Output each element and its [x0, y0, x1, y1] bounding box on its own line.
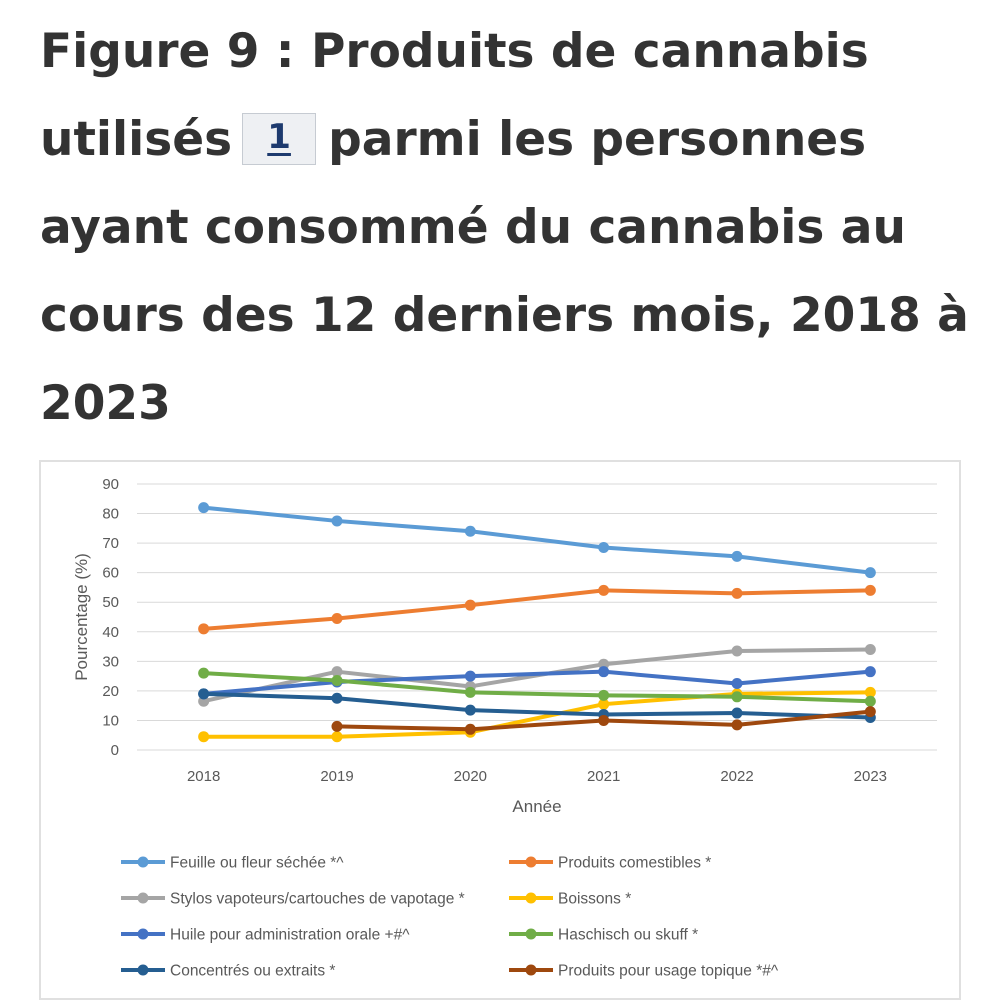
data-point-stylos-vapoteurs-cartouches-de-vapotage — [731, 645, 743, 657]
data-point-huile-pour-administration-orale — [598, 666, 610, 678]
footnote-ref-link[interactable]: 1 — [242, 112, 317, 165]
data-point-produits-comestibles — [331, 612, 343, 624]
legend-label-boissons: Boissons * — [558, 891, 631, 908]
y-tick-label: 40 — [102, 624, 119, 641]
data-point-feuille-ou-fleur-sechee — [331, 515, 343, 527]
data-point-produits-comestibles — [731, 587, 743, 599]
data-point-haschisch-ou-skuff — [864, 695, 876, 707]
x-tick-label: 2020 — [454, 768, 487, 785]
y-tick-label: 50 — [102, 594, 119, 611]
legend-marker-huile-pour-administration-orale — [137, 928, 149, 940]
x-tick-label: 2021 — [587, 768, 620, 785]
figure-title: Figure 9 : Produits de cannabis utilisés… — [40, 8, 970, 448]
data-point-stylos-vapoteurs-cartouches-de-vapotage — [331, 666, 343, 678]
chart-container: 0 10 20 30 40 50 60 70 80 90 2018 2019 2020 2021 2022 2… — [39, 460, 961, 1000]
data-point-produits-comestibles — [598, 584, 610, 596]
legend-label-stylos-vapoteurs-cartouches-de-vapotage: Stylos vapoteurs/cartouches de vapotage … — [170, 891, 465, 908]
title-line-2-end: parmi les personnes — [328, 112, 867, 167]
data-point-concentres-ou-extraits — [198, 688, 210, 700]
data-point-huile-pour-administration-orale — [731, 678, 743, 689]
data-point-produits-pour-usage-topique — [331, 720, 343, 732]
data-point-boissons — [198, 731, 210, 743]
y-tick-label: 70 — [102, 535, 119, 552]
legend-marker-feuille-ou-fleur-sechee — [137, 856, 149, 868]
data-point-stylos-vapoteurs-cartouches-de-vapotage — [864, 644, 876, 656]
data-point-feuille-ou-fleur-sechee — [598, 542, 610, 554]
data-point-produits-comestibles — [464, 599, 476, 611]
title-line-1: Figure 9 : Produits de cannabis — [40, 24, 869, 79]
data-point-haschisch-ou-skuff — [731, 691, 743, 703]
series-line-haschisch-ou-skuff — [201, 671, 873, 704]
data-point-produits-pour-usage-topique — [598, 714, 610, 726]
data-point-feuille-ou-fleur-sechee — [731, 550, 743, 562]
legend-label-concentres-ou-extraits: Concentrés ou extraits * — [170, 963, 335, 980]
series-line-huile-pour-administration-orale — [201, 669, 873, 696]
series-line-produits-comestibles — [201, 588, 873, 631]
x-tick-label: 2018 — [187, 768, 220, 785]
data-point-concentres-ou-extraits — [731, 707, 743, 719]
legend-marker-concentres-ou-extraits — [137, 964, 149, 976]
data-point-produits-comestibles — [198, 623, 210, 635]
data-point-produits-pour-usage-topique — [864, 706, 876, 718]
line-chart: 0 10 20 30 40 50 60 70 80 90 2018 2019 2020 2021 2022 2… — [72, 476, 937, 980]
legend-label-produits-comestibles: Produits comestibles * — [558, 855, 711, 872]
x-axis-title: Année — [512, 797, 561, 816]
legend-marker-stylos-vapoteurs-cartouches-de-vapotage — [137, 892, 149, 904]
legend-marker-produits-comestibles — [525, 856, 537, 868]
series-line-concentres-ou-extraits — [201, 691, 873, 720]
title-line-3: ayant consommé du cannabis au — [40, 200, 906, 255]
legend-marker-produits-pour-usage-topique — [525, 964, 537, 976]
series-line-boissons — [201, 690, 873, 739]
title-line-2: utilisés 1 parmi les personnes — [40, 96, 970, 184]
data-point-produits-pour-usage-topique — [464, 723, 476, 735]
legend-marker-boissons — [525, 892, 537, 904]
y-axis-title: Pourcentage (%) — [72, 553, 91, 681]
title-line-4: cours des 12 derniers mois, 2018 à — [40, 288, 969, 343]
y-tick-label: 80 — [102, 506, 119, 523]
y-tick-label: 0 — [111, 742, 119, 759]
data-point-haschisch-ou-skuff — [198, 667, 210, 679]
data-point-haschisch-ou-skuff — [331, 675, 343, 687]
data-point-feuille-ou-fleur-sechee — [464, 525, 476, 537]
data-point-feuille-ou-fleur-sechee — [198, 502, 210, 514]
y-tick-label: 10 — [102, 712, 119, 729]
data-point-haschisch-ou-skuff — [464, 686, 476, 698]
data-point-produits-pour-usage-topique — [731, 719, 743, 731]
legend-label-haschisch-ou-skuff: Haschisch ou skuff * — [558, 927, 698, 944]
data-point-boissons — [331, 731, 343, 743]
x-tick-label: 2022 — [720, 768, 753, 785]
data-point-boissons — [864, 686, 876, 698]
series-line-feuille-ou-fleur-sechee — [201, 505, 873, 575]
data-point-haschisch-ou-skuff — [598, 689, 610, 701]
y-tick-label: 30 — [102, 653, 119, 670]
data-point-concentres-ou-extraits — [331, 692, 343, 704]
data-point-huile-pour-administration-orale — [464, 670, 476, 682]
title-line-2-start: utilisés — [40, 112, 233, 167]
legend-label-produits-pour-usage-topique: Produits pour usage topique *#^ — [558, 963, 779, 980]
data-point-boissons — [598, 698, 610, 710]
y-tick-label: 60 — [102, 565, 119, 582]
data-point-huile-pour-administration-orale — [864, 666, 876, 678]
y-tick-label: 20 — [102, 683, 119, 700]
data-point-concentres-ou-extraits — [464, 704, 476, 716]
x-tick-label: 2019 — [320, 768, 353, 785]
x-tick-label: 2023 — [854, 768, 887, 785]
legend-label-feuille-ou-fleur-sechee: Feuille ou fleur séchée *^ — [170, 855, 344, 872]
data-point-produits-comestibles — [864, 584, 876, 596]
title-line-5: 2023 — [40, 376, 171, 431]
y-tick-label: 90 — [102, 476, 119, 493]
legend-marker-haschisch-ou-skuff — [525, 928, 537, 940]
legend-label-huile-pour-administration-orale: Huile pour administration orale +#^ — [170, 927, 410, 944]
data-point-feuille-ou-fleur-sechee — [864, 567, 876, 579]
